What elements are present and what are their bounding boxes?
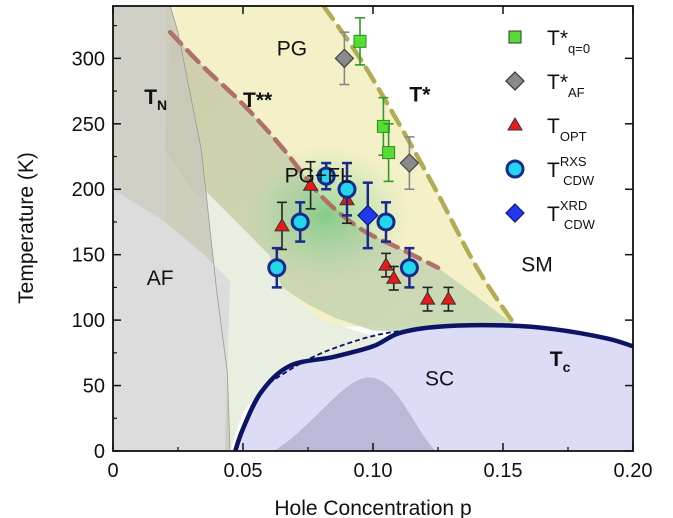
legend-label-taf: T*AF (547, 71, 585, 100)
legend-subscript: q=0 (568, 41, 590, 56)
legend-marker-taf (505, 71, 525, 91)
crossover-band (204, 189, 438, 451)
x-tick-label: 0.05 (224, 460, 263, 482)
legend-label-xrd: TXRD CDW (547, 198, 596, 232)
region-label: AF (147, 267, 174, 290)
point-tq0-2 (382, 146, 396, 160)
y-tick-label: 200 (72, 179, 105, 201)
point-rxs-0 (267, 258, 287, 278)
t-double-star-line (167, 29, 441, 271)
legend-marker-rxs (505, 159, 525, 179)
af-region (113, 189, 230, 451)
legend-superscript: XRD (560, 198, 587, 213)
point-topt-5 (419, 291, 436, 305)
point-taf-1 (399, 153, 420, 173)
legend-label-rxs: TRXS CDW (547, 154, 595, 188)
point-tq0-1 (376, 119, 390, 133)
point-rxs-1 (290, 212, 310, 232)
y-axis-label: Temperature (K) (15, 152, 38, 304)
x-tick-label: 0.10 (354, 460, 393, 482)
inner-dome (274, 377, 436, 451)
legend-subscript: AF (568, 85, 585, 100)
y-tick-label: 250 (72, 114, 105, 136)
legend-label-topt: TOPT (547, 115, 587, 144)
point-topt-6 (440, 291, 457, 305)
region-label: SM (521, 254, 553, 277)
point-topt-0 (274, 217, 290, 232)
axis-ticks: 0 0.05 0.10 0.15 0.20 0 50 100 150 200 250 300 (72, 6, 653, 482)
cdw-glow (241, 145, 412, 286)
data-markers (267, 16, 457, 312)
tc-line (233, 322, 633, 451)
x-tick-label: 0.15 (484, 460, 523, 482)
y-tick-label: 300 (72, 48, 105, 70)
point-rxs-2 (316, 166, 336, 186)
point-taf-0 (334, 48, 355, 69)
point-rxs-3 (337, 179, 357, 199)
curve-label: T* (409, 84, 431, 107)
point-xrd-0 (357, 204, 379, 227)
point-topt-4 (385, 270, 402, 284)
legend-marker-xrd (505, 203, 525, 223)
legend-marker-tq0 (508, 30, 522, 44)
x-tick-label: 0.20 (614, 460, 653, 482)
region-label: SC (425, 368, 454, 391)
tn-line (169, 6, 231, 451)
curve-label-subscript: N (157, 97, 167, 113)
legend-subscript: CDW (564, 217, 596, 232)
point-rxs-5 (399, 258, 419, 278)
legend-subscript: OPT (560, 129, 587, 144)
legend-subscript: CDW (563, 173, 595, 188)
region-label: PG (277, 38, 307, 61)
y-tick-label: 150 (72, 245, 105, 267)
point-topt-1 (302, 177, 319, 191)
curve-label: T** (243, 89, 273, 112)
legend-label-tq0: T*q=0 (547, 27, 590, 56)
curve-label-subscript: c (563, 359, 571, 375)
x-tick-label: 0 (107, 460, 118, 482)
point-tq0-0 (353, 34, 367, 48)
point-rxs-4 (376, 212, 396, 232)
region-shading (113, 6, 633, 451)
legend-marker-topt (507, 117, 523, 131)
y-tick-label: 100 (72, 310, 105, 332)
y-tick-label: 50 (83, 376, 105, 398)
phase-boundary-curves (167, 6, 633, 451)
y-tick-label: 0 (94, 441, 105, 463)
x-axis-label: Hole Concentration p (274, 497, 471, 518)
region-label: PG+FL (285, 165, 352, 188)
legend-superscript: RXS (560, 154, 587, 169)
